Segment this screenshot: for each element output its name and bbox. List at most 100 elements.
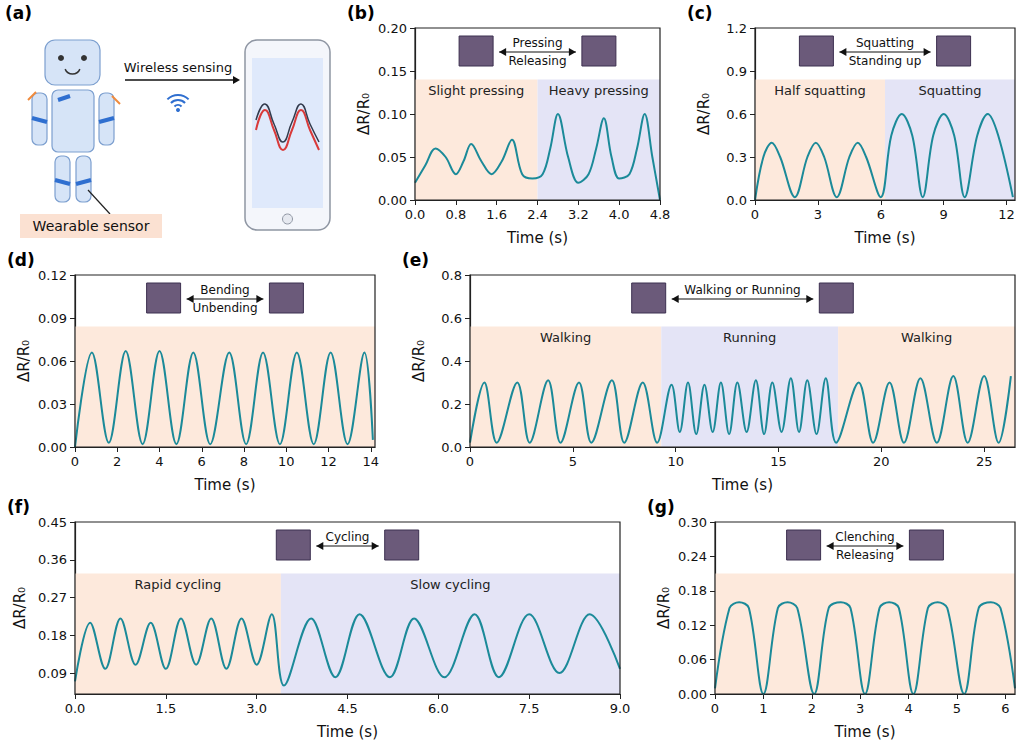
svg-text:Walking: Walking <box>540 330 591 345</box>
svg-text:6.0: 6.0 <box>428 701 449 716</box>
svg-text:0.00: 0.00 <box>378 193 407 208</box>
svg-text:2: 2 <box>808 701 816 716</box>
svg-text:Clenching: Clenching <box>835 530 894 544</box>
svg-text:(b): (b) <box>347 3 375 23</box>
svg-text:Heavy pressing: Heavy pressing <box>549 83 649 98</box>
svg-text:Time (s): Time (s) <box>834 723 896 741</box>
svg-text:Releasing: Releasing <box>508 54 566 68</box>
svg-text:Unbending: Unbending <box>192 301 257 315</box>
svg-text:(e): (e) <box>402 250 429 270</box>
svg-text:Time (s): Time (s) <box>506 229 568 247</box>
svg-text:0.0: 0.0 <box>405 207 426 222</box>
svg-text:0.06: 0.06 <box>678 652 707 667</box>
svg-text:0.4: 0.4 <box>441 354 462 369</box>
svg-text:0.30: 0.30 <box>678 515 707 530</box>
svg-text:2.4: 2.4 <box>527 207 548 222</box>
svg-text:15: 15 <box>770 454 787 469</box>
svg-text:6: 6 <box>198 454 206 469</box>
svg-text:0.6: 0.6 <box>726 107 747 122</box>
svg-text:0.24: 0.24 <box>678 549 707 564</box>
svg-text:5: 5 <box>569 454 577 469</box>
svg-text:(g): (g) <box>647 497 675 517</box>
svg-text:0.00: 0.00 <box>678 687 707 702</box>
svg-text:(f): (f) <box>7 497 30 517</box>
svg-text:0.0: 0.0 <box>726 193 747 208</box>
svg-text:Slight pressing: Slight pressing <box>428 83 524 98</box>
svg-text:1.5: 1.5 <box>155 701 176 716</box>
svg-text:0.2: 0.2 <box>441 397 462 412</box>
svg-text:12: 12 <box>320 454 337 469</box>
svg-text:Releasing: Releasing <box>836 548 894 562</box>
svg-text:0.06: 0.06 <box>38 354 67 369</box>
svg-text:25: 25 <box>976 454 993 469</box>
svg-text:0.3: 0.3 <box>726 150 747 165</box>
svg-text:ΔR/R₀: ΔR/R₀ <box>355 93 373 135</box>
svg-text:20: 20 <box>873 454 890 469</box>
svg-text:ΔR/R₀: ΔR/R₀ <box>11 587 29 629</box>
svg-text:Cycling: Cycling <box>326 530 370 544</box>
svg-text:0.36: 0.36 <box>38 552 67 567</box>
svg-text:0.27: 0.27 <box>38 590 67 605</box>
svg-text:0.09: 0.09 <box>38 311 67 326</box>
svg-text:0.45: 0.45 <box>38 515 67 530</box>
svg-text:3.2: 3.2 <box>568 207 589 222</box>
svg-text:(d): (d) <box>7 250 35 270</box>
svg-text:9: 9 <box>940 207 948 222</box>
svg-text:7.5: 7.5 <box>519 701 540 716</box>
svg-text:0: 0 <box>466 454 474 469</box>
svg-text:4: 4 <box>155 454 163 469</box>
svg-text:4.5: 4.5 <box>337 701 358 716</box>
svg-text:3: 3 <box>814 207 822 222</box>
svg-text:Wireless sensing: Wireless sensing <box>124 60 232 75</box>
svg-text:(a): (a) <box>5 3 32 23</box>
svg-text:0.09: 0.09 <box>38 666 67 681</box>
svg-text:5: 5 <box>953 701 961 716</box>
svg-text:0.03: 0.03 <box>38 397 67 412</box>
svg-text:Wearable sensor: Wearable sensor <box>33 218 150 234</box>
svg-text:Walking: Walking <box>901 330 952 345</box>
svg-text:10: 10 <box>278 454 295 469</box>
svg-text:Walking or Running: Walking or Running <box>684 283 800 297</box>
svg-text:1: 1 <box>759 701 767 716</box>
svg-text:0.12: 0.12 <box>678 618 707 633</box>
svg-text:6: 6 <box>877 207 885 222</box>
svg-text:Slow cycling: Slow cycling <box>410 577 490 592</box>
svg-text:Bending: Bending <box>200 283 249 297</box>
svg-text:0.6: 0.6 <box>441 311 462 326</box>
svg-text:10: 10 <box>667 454 684 469</box>
svg-text:0.8: 0.8 <box>445 207 466 222</box>
svg-text:Half squatting: Half squatting <box>774 83 866 98</box>
svg-text:2: 2 <box>113 454 121 469</box>
svg-text:0.18: 0.18 <box>678 583 707 598</box>
svg-text:Squatting: Squatting <box>856 36 914 50</box>
svg-text:0: 0 <box>71 454 79 469</box>
svg-text:Time (s): Time (s) <box>316 723 378 741</box>
svg-text:0.0: 0.0 <box>65 701 86 716</box>
svg-text:Running: Running <box>723 330 776 345</box>
svg-text:Rapid cycling: Rapid cycling <box>135 577 222 592</box>
svg-text:Standing up: Standing up <box>849 54 922 68</box>
svg-text:Time (s): Time (s) <box>711 476 773 494</box>
svg-text:Time (s): Time (s) <box>194 476 256 494</box>
svg-text:Pressing: Pressing <box>512 36 562 50</box>
svg-text:0.18: 0.18 <box>38 628 67 643</box>
svg-text:0: 0 <box>711 701 719 716</box>
svg-text:ΔR/R₀: ΔR/R₀ <box>410 340 428 382</box>
svg-text:0.8: 0.8 <box>441 268 462 283</box>
svg-text:4.0: 4.0 <box>609 207 630 222</box>
svg-text:0.10: 0.10 <box>378 107 407 122</box>
svg-text:0.15: 0.15 <box>378 64 407 79</box>
svg-text:Time (s): Time (s) <box>854 229 916 247</box>
svg-text:0: 0 <box>751 207 759 222</box>
svg-text:6: 6 <box>1001 701 1009 716</box>
svg-text:0.05: 0.05 <box>378 150 407 165</box>
svg-text:14: 14 <box>363 454 380 469</box>
svg-text:4.8: 4.8 <box>650 207 671 222</box>
svg-text:1.2: 1.2 <box>726 21 747 36</box>
svg-text:(c): (c) <box>687 3 713 23</box>
svg-text:9.0: 9.0 <box>610 701 631 716</box>
svg-text:ΔR/R₀: ΔR/R₀ <box>655 587 673 629</box>
svg-text:12: 12 <box>998 207 1015 222</box>
svg-text:ΔR/R₀: ΔR/R₀ <box>695 93 713 135</box>
svg-text:3.0: 3.0 <box>246 701 267 716</box>
